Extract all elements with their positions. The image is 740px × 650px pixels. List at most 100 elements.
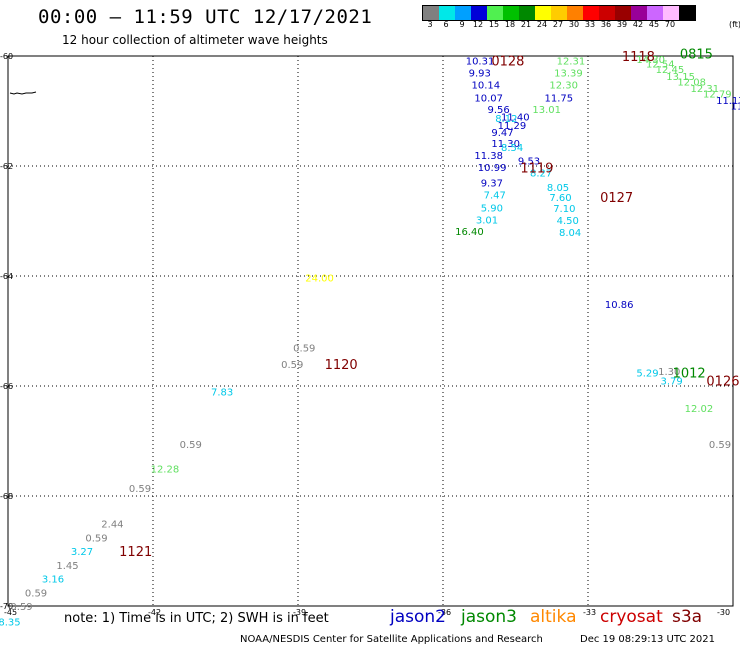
wave-height-label: 0.59 [293,344,315,355]
x-tick-label: -36 [438,608,451,617]
legend-swatch [439,6,455,20]
wave-height-label: 3.01 [476,215,498,226]
y-tick-label: -60 [0,52,13,61]
wave-height-label: 9.37 [481,179,503,190]
wave-height-label: 5.90 [481,203,503,214]
legend-swatch [487,6,503,20]
wave-height-label: 8.12 [495,114,517,125]
x-tick-label: -30 [717,608,730,617]
wave-height-label: 3.79 [661,377,683,388]
legend-swatch [519,6,535,20]
pass-time-label: 0126 [706,375,739,390]
wave-height-label: 1.45 [56,561,78,572]
wave-height-label: 13.01 [532,105,561,116]
satellite-legend-jason3: jason3 [461,607,517,627]
wave-height-label: 8.27 [530,169,552,180]
satellite-legend-jason2: jason2 [390,607,446,627]
y-tick-label: -64 [0,272,13,281]
legend-tick-label: 70 [664,20,676,29]
wave-height-label: 12.79 [703,89,732,100]
pass-time-label: 1120 [325,358,358,373]
chart-title: 00:00 — 11:59 UTC 12/17/2021 [38,6,373,28]
legend-swatch [423,6,439,20]
satellite-legend-altika: altika [530,607,577,627]
wave-height-label: 13.39 [554,69,583,80]
wave-height-label: 0.59 [25,588,47,599]
wave-height-label: 12.30 [549,81,578,92]
wave-height-label: 0.59 [10,602,32,613]
plot-frame [7,55,734,607]
wave-height-label: 0.59 [129,484,151,495]
wave-height-label: 24.00 [305,274,334,285]
legend-tick-label: 24 [536,20,548,29]
wave-height-label: 1.30 [658,367,680,378]
wave-height-label: 11 [731,102,740,113]
wave-height-label: 11.40 [501,113,530,124]
wave-height-label: 9.47 [491,128,513,139]
wave-height-label: 12.31 [557,56,586,67]
wave-height-label: 12.31 [690,84,719,95]
wave-height-label: 16.40 [455,227,484,238]
wave-height-label: 13.15 [666,72,695,83]
pass-time-label: 0127 [600,191,633,206]
wave-height-label: 0.59 [281,360,303,371]
wave-height-label: 0.59 [180,440,202,451]
wave-height-label: 8.35 [0,617,21,628]
legend-swatch [615,6,631,20]
legend-swatch [679,6,695,20]
wave-height-label: 8.04 [559,228,581,239]
x-tick-label: -39 [293,608,306,617]
wave-height-label: 3.16 [42,575,64,586]
wave-height-label: 11.30 [491,139,520,150]
x-tick-label: -45 [4,608,17,617]
pass-time-label: 1121 [119,545,152,560]
legend-swatch [599,6,615,20]
wave-height-label: 11.17 [716,96,740,107]
legend-tick-label: 42 [632,20,644,29]
legend-swatch [583,6,599,20]
wave-height-label: 12.02 [685,404,714,415]
footer-timestamp: Dec 19 08:29:13 UTC 2021 [580,634,715,645]
legend-tick-label: 15 [488,20,500,29]
coastline [9,91,37,95]
legend-tick-label: 39 [616,20,628,29]
legend-tick-label: 36 [600,20,612,29]
pass-time-label: 1119 [520,162,553,177]
wave-height-label: 5.29 [636,368,658,379]
y-tick-label: -68 [0,492,13,501]
wave-height-label: 11.38 [474,151,503,162]
legend-unit: (ft) [729,20,740,29]
wave-height-label: 10.86 [605,300,634,311]
wave-height-label: 8.54 [501,143,523,154]
wave-height-label: 11.29 [498,121,527,132]
footer-organization: NOAA/NESDIS Center for Satellite Applica… [240,634,543,645]
legend-tick-label: 27 [552,20,564,29]
wave-height-label: 12.54 [646,60,675,71]
legend-tick-label: 30 [568,20,580,29]
legend-tick-label: 45 [648,20,660,29]
legend-swatch [471,6,487,20]
wave-height-label: 12.28 [151,465,180,476]
wave-height-label: 8.05 [547,183,569,194]
chart-subtitle: 12 hour collection of altimeter wave hei… [62,33,328,47]
legend-tick-label: 21 [520,20,532,29]
wave-height-label: 14.30 [636,55,665,66]
legend-tick-label: 33 [584,20,596,29]
wave-height-label: 10.31 [466,56,495,67]
wave-height-label: 12.08 [677,77,706,88]
legend-swatch [535,6,551,20]
wave-height-label: 7.47 [484,191,506,202]
wave-height-label: 10.07 [474,93,503,104]
wave-height-label: 10.99 [478,163,507,174]
wave-height-label: 0.59 [85,533,107,544]
legend-swatch [631,6,647,20]
y-tick-label: -62 [0,162,13,171]
wave-height-label: 3.27 [71,547,93,558]
legend-tick-label: 6 [443,20,449,29]
wave-height-label: 4.50 [557,216,579,227]
legend-tick-label: 18 [504,20,516,29]
x-tick-label: -33 [583,608,596,617]
x-tick-label: -42 [148,608,161,617]
legend-tick-label: 9 [459,20,465,29]
